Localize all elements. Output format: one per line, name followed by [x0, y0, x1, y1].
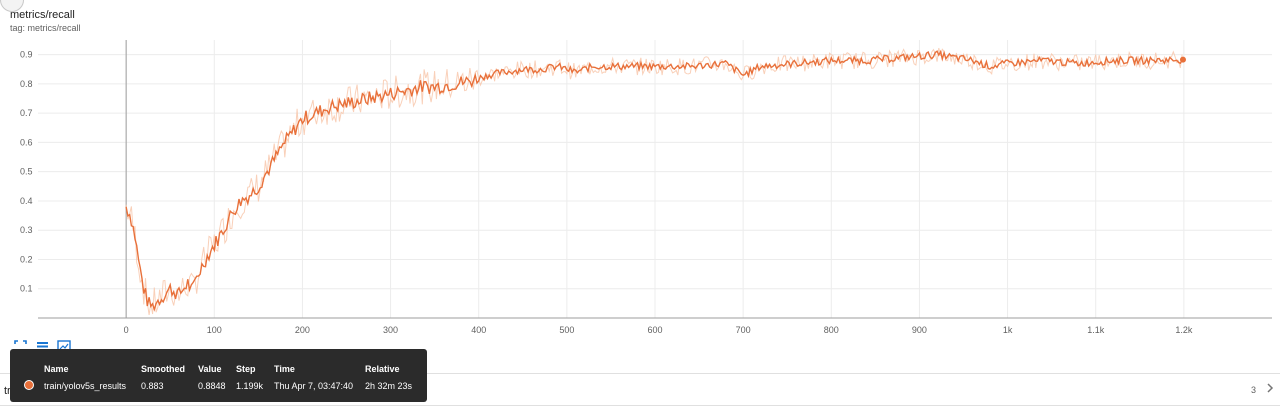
grid-lines	[38, 40, 1272, 318]
data-tooltip: Name Smoothed Value Step Time Relative t…	[10, 349, 427, 402]
x-tick-label: 500	[559, 325, 574, 335]
tooltip-smoothed-value: 0.883	[141, 381, 164, 391]
tooltip-relative: 2h 32m 23s	[365, 381, 413, 391]
page-count: 3	[1251, 385, 1257, 395]
x-tick-label: 600	[647, 325, 662, 335]
x-tick-label: 1k	[1003, 325, 1013, 335]
x-tick-label: 200	[295, 325, 310, 335]
x-tick-label: 1.1k	[1087, 325, 1105, 335]
y-tick-label: 0.4	[20, 196, 33, 206]
last-point-marker	[1179, 56, 1186, 63]
x-tick-label: 1.2k	[1175, 325, 1193, 335]
x-tick-label: 900	[912, 325, 927, 335]
y-tick-label: 0.3	[20, 225, 33, 235]
tooltip-header-step: Step	[236, 364, 256, 374]
tooltip-run-name: train/yolov5s_results	[44, 381, 127, 391]
tooltip-header-name: Name	[44, 364, 69, 374]
x-tick-label: 100	[207, 325, 222, 335]
x-tick-label: 0	[124, 325, 129, 335]
tooltip-time: Thu Apr 7, 03:47:40	[274, 381, 354, 391]
y-tick-label: 0.6	[20, 137, 33, 147]
x-tick-label: 800	[824, 325, 839, 335]
y-tick-label: 0.1	[20, 284, 33, 294]
tick-labels: 0.1 0.2 0.3 0.4 0.5 0.6 0.7 0.8 0.9 0 100 200 300 400…	[20, 50, 1193, 335]
chart-tag: tag: metrics/recall	[10, 23, 81, 33]
series-color-swatch	[24, 380, 34, 390]
tooltip-header-smoothed: Smoothed	[141, 364, 185, 374]
section-divider-bottom	[0, 405, 1280, 406]
tooltip-raw-value: 0.8848	[198, 381, 226, 391]
section-divider	[0, 373, 1280, 374]
y-tick-label: 0.2	[20, 254, 33, 264]
recall-line-chart[interactable]: 0.1 0.2 0.3 0.4 0.5 0.6 0.7 0.8 0.9 0 100 200 300 400…	[0, 0, 1280, 340]
x-tick-label: 300	[383, 325, 398, 335]
chevron-right-icon[interactable]	[1264, 381, 1276, 395]
y-tick-label: 0.9	[20, 50, 33, 60]
raw-series-line	[125, 47, 1183, 315]
smoothed-series-layer	[125, 49, 1186, 312]
y-tick-label: 0.8	[20, 79, 33, 89]
y-tick-label: 0.5	[20, 167, 33, 177]
axes	[38, 40, 1272, 319]
y-tick-label: 0.7	[20, 108, 33, 118]
x-tick-label: 700	[736, 325, 751, 335]
x-tick-label: 400	[471, 325, 486, 335]
smoothed-series-line	[125, 49, 1183, 312]
tooltip-header-time: Time	[274, 364, 295, 374]
raw-series-layer	[125, 47, 1183, 315]
tooltip-step: 1.199k	[236, 381, 264, 391]
chart-title: metrics/recall	[10, 9, 75, 21]
fit-domain-icon[interactable]	[12, 338, 28, 354]
tooltip-header-relative: Relative	[365, 364, 400, 374]
tooltip-header-value: Value	[198, 364, 222, 374]
